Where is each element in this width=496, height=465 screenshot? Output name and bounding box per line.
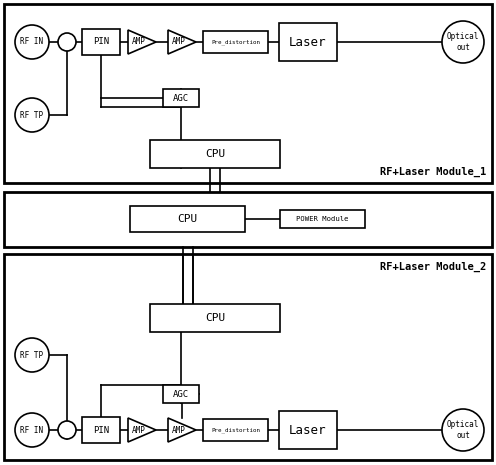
Polygon shape	[128, 30, 156, 54]
Text: RF+Laser Module_1: RF+Laser Module_1	[380, 167, 486, 177]
Text: PIN: PIN	[93, 38, 109, 46]
Bar	[163, 385, 199, 403]
Bar	[130, 206, 245, 232]
Polygon shape	[168, 418, 196, 442]
Text: AGC: AGC	[173, 93, 189, 102]
Text: PIN: PIN	[93, 425, 109, 434]
Bar	[4, 192, 492, 247]
Bar	[279, 411, 337, 449]
Bar	[4, 4, 492, 183]
Bar	[150, 304, 280, 332]
Text: AMP: AMP	[132, 38, 146, 46]
Text: AMP: AMP	[172, 425, 186, 434]
Text: RF+Laser Module_2: RF+Laser Module_2	[380, 262, 486, 272]
Bar	[163, 89, 199, 107]
Text: Pre_distortion: Pre_distortion	[211, 39, 260, 45]
Bar	[4, 254, 492, 460]
Text: Laser: Laser	[289, 35, 327, 48]
Text: RF IN: RF IN	[20, 38, 44, 46]
Circle shape	[15, 98, 49, 132]
Text: Laser: Laser	[289, 424, 327, 437]
Polygon shape	[128, 418, 156, 442]
Text: POWER Module: POWER Module	[296, 216, 349, 222]
Bar	[279, 23, 337, 61]
Bar	[82, 29, 120, 55]
Bar	[203, 419, 268, 441]
Text: CPU: CPU	[205, 149, 225, 159]
Text: AGC: AGC	[173, 390, 189, 399]
Circle shape	[15, 338, 49, 372]
Circle shape	[15, 25, 49, 59]
Circle shape	[58, 33, 76, 51]
Circle shape	[442, 21, 484, 63]
Text: CPU: CPU	[178, 214, 197, 224]
Circle shape	[58, 421, 76, 439]
Bar	[280, 210, 365, 228]
Bar	[82, 417, 120, 443]
Text: Optical
out: Optical out	[447, 420, 479, 440]
Text: Optical
out: Optical out	[447, 32, 479, 52]
Text: AMP: AMP	[172, 38, 186, 46]
Text: RF TP: RF TP	[20, 111, 44, 120]
Polygon shape	[168, 30, 196, 54]
Circle shape	[15, 413, 49, 447]
Text: RF TP: RF TP	[20, 351, 44, 359]
Circle shape	[442, 409, 484, 451]
Text: Pre_distortion: Pre_distortion	[211, 427, 260, 433]
Text: RF IN: RF IN	[20, 425, 44, 434]
Bar	[150, 140, 280, 168]
Bar	[203, 31, 268, 53]
Text: AMP: AMP	[132, 425, 146, 434]
Text: CPU: CPU	[205, 313, 225, 323]
